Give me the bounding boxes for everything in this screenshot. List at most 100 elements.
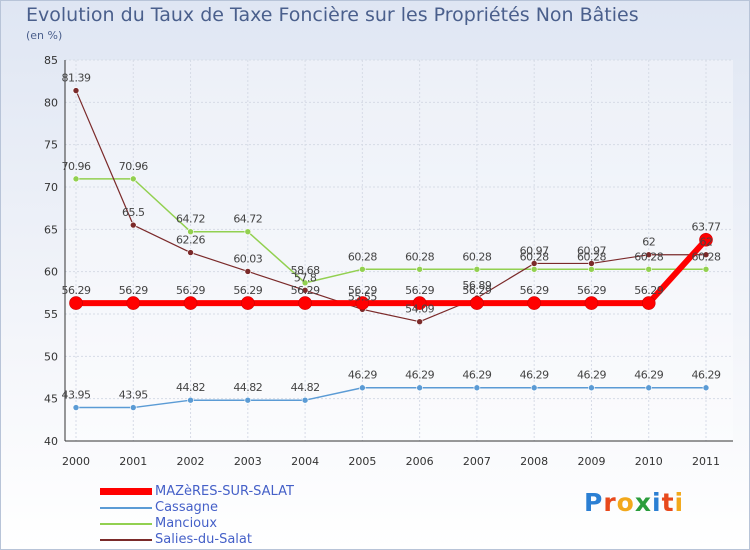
x-tick-label: 2006 bbox=[406, 455, 434, 468]
legend-label-mazeres: MAZèRES-SUR-SALAT bbox=[155, 484, 294, 499]
data-point-cassagne bbox=[530, 384, 538, 392]
data-label-cassagne: 44.82 bbox=[233, 381, 262, 394]
legend-swatch-mancioux bbox=[100, 523, 152, 525]
data-point-cassagne bbox=[645, 384, 653, 392]
x-tick-label: 2001 bbox=[119, 455, 147, 468]
data-point-mancioux bbox=[72, 175, 80, 183]
data-label-salies: 56.89 bbox=[462, 279, 491, 292]
data-point-salies bbox=[702, 251, 710, 259]
data-point-salies bbox=[72, 87, 80, 94]
data-point-mazeres bbox=[298, 296, 312, 310]
x-tick-label: 2011 bbox=[692, 455, 720, 468]
data-point-mancioux bbox=[129, 175, 137, 183]
data-point-salies bbox=[301, 286, 309, 294]
y-tick-label: 60 bbox=[44, 266, 58, 279]
data-label-mazeres: 56.29 bbox=[520, 284, 549, 297]
data-point-mancioux bbox=[588, 265, 595, 273]
data-label-mancioux: 60.28 bbox=[577, 250, 606, 263]
data-point-cassagne bbox=[416, 384, 423, 392]
data-label-mancioux: 60.28 bbox=[462, 250, 491, 263]
data-point-cassagne bbox=[588, 384, 595, 392]
data-label-mancioux: 60.28 bbox=[692, 250, 721, 263]
data-point-cassagne bbox=[702, 384, 710, 392]
series-line-cassagne bbox=[75, 386, 707, 409]
data-label-mazeres: 63.77 bbox=[692, 221, 721, 234]
data-point-cassagne bbox=[72, 404, 80, 411]
series-line-salies bbox=[75, 89, 707, 323]
legend-swatch-salies bbox=[100, 539, 152, 541]
data-label-salies: 54.09 bbox=[405, 303, 434, 316]
data-label-mazeres: 56.29 bbox=[62, 284, 91, 297]
legend-item-salies: Salies-du-Salat bbox=[100, 532, 360, 548]
data-label-mazeres: 56.29 bbox=[119, 284, 148, 297]
data-point-mancioux bbox=[244, 228, 252, 236]
data-label-salies: 81.39 bbox=[62, 72, 91, 85]
y-tick-label: 50 bbox=[44, 350, 58, 363]
data-label-mancioux: 58.68 bbox=[291, 264, 320, 277]
plot-area bbox=[65, 60, 733, 441]
data-point-mazeres bbox=[699, 232, 713, 247]
data-label-mazeres: 56.29 bbox=[634, 284, 663, 297]
data-label-cassagne: 46.29 bbox=[348, 369, 377, 382]
data-point-mazeres bbox=[355, 296, 370, 310]
data-point-mancioux bbox=[702, 265, 710, 273]
logo-letter: i bbox=[652, 488, 662, 517]
data-label-salies: 65.5 bbox=[122, 206, 145, 219]
data-point-cassagne bbox=[187, 396, 194, 404]
data-label-cassagne: 46.29 bbox=[692, 369, 721, 382]
legend-label-salies: Salies-du-Salat bbox=[155, 532, 252, 547]
proxiti-logo: Proxiti bbox=[584, 488, 684, 517]
y-tick-label: 80 bbox=[44, 96, 58, 109]
legend-item-mazeres: MAZèRES-SUR-SALAT bbox=[100, 484, 360, 500]
data-label-cassagne: 43.95 bbox=[62, 389, 91, 402]
data-label-mancioux: 64.72 bbox=[233, 213, 262, 226]
legend-label-cassagne: Cassagne bbox=[155, 500, 219, 515]
data-point-cassagne bbox=[359, 384, 366, 392]
y-tick-label: 70 bbox=[44, 181, 58, 194]
data-label-mancioux: 70.96 bbox=[119, 160, 148, 173]
data-point-salies bbox=[530, 260, 538, 267]
chart-title: Evolution du Taux de Taxe Foncière sur l… bbox=[26, 4, 639, 26]
data-label-cassagne: 46.29 bbox=[462, 369, 491, 382]
data-point-mazeres bbox=[470, 296, 484, 310]
data-point-mancioux bbox=[301, 279, 309, 287]
data-label-salies: 62 bbox=[642, 236, 655, 249]
data-point-mancioux bbox=[473, 265, 481, 273]
data-label-mancioux: 60.28 bbox=[405, 250, 434, 263]
data-label-mancioux: 64.72 bbox=[176, 213, 205, 226]
data-label-salies: 60.97 bbox=[577, 244, 606, 257]
data-label-mancioux: 60.28 bbox=[520, 250, 549, 263]
logo-letter: i bbox=[674, 488, 685, 517]
x-tick-label: 2010 bbox=[635, 455, 663, 468]
data-label-salies: 60.03 bbox=[233, 252, 262, 265]
x-tick-label: 2003 bbox=[234, 455, 262, 468]
x-tick-label: 2002 bbox=[177, 455, 205, 468]
data-point-mancioux bbox=[530, 265, 538, 273]
data-label-mazeres: 56.29 bbox=[291, 284, 320, 297]
legend-label-mancioux: Mancioux bbox=[155, 516, 218, 531]
data-point-mazeres bbox=[126, 296, 141, 310]
data-label-cassagne: 44.82 bbox=[291, 381, 320, 394]
data-point-salies bbox=[187, 249, 194, 256]
y-tick-label: 40 bbox=[44, 435, 58, 448]
x-tick-label: 2008 bbox=[520, 455, 548, 468]
data-label-mazeres: 56.29 bbox=[176, 284, 205, 297]
logo-letter: t bbox=[661, 488, 675, 517]
data-label-mancioux: 60.28 bbox=[634, 250, 663, 263]
data-point-mancioux bbox=[359, 265, 366, 273]
logo-letter: o bbox=[616, 488, 635, 517]
data-label-cassagne: 46.29 bbox=[577, 369, 606, 382]
data-point-salies bbox=[645, 251, 653, 259]
data-point-mancioux bbox=[416, 265, 423, 273]
data-label-mazeres: 56.29 bbox=[462, 284, 491, 297]
data-point-salies bbox=[244, 268, 252, 275]
data-point-mancioux bbox=[187, 228, 194, 236]
data-point-mazeres bbox=[412, 296, 427, 310]
series-line-mancioux bbox=[75, 178, 707, 284]
data-point-cassagne bbox=[301, 396, 309, 404]
data-label-mazeres: 56.29 bbox=[348, 284, 377, 297]
x-tick-label: 2004 bbox=[291, 455, 319, 468]
data-label-salies: 62 bbox=[700, 236, 713, 249]
data-label-cassagne: 44.82 bbox=[176, 381, 205, 394]
